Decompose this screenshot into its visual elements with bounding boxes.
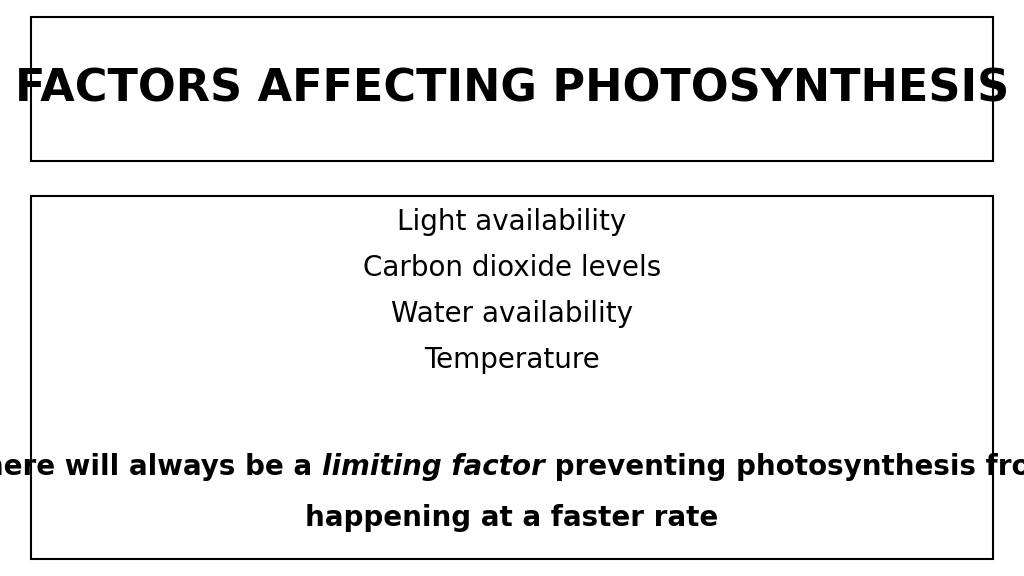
Text: Light availability: Light availability	[397, 208, 627, 236]
Bar	[31, 196, 993, 559]
Text: Carbon dioxide levels: Carbon dioxide levels	[362, 254, 662, 282]
Text: Water availability: Water availability	[391, 300, 633, 328]
Text: Temperature: Temperature	[424, 346, 600, 374]
Text: happening at a faster rate: happening at a faster rate	[305, 505, 719, 532]
Text: preventing photosynthesis from: preventing photosynthesis from	[545, 453, 1024, 480]
Text: There will always be a: There will always be a	[0, 453, 322, 480]
Bar	[31, 17, 993, 161]
Text: FACTORS AFFECTING PHOTOSYNTHESIS: FACTORS AFFECTING PHOTOSYNTHESIS	[15, 68, 1009, 111]
Text: limiting factor: limiting factor	[322, 453, 545, 480]
